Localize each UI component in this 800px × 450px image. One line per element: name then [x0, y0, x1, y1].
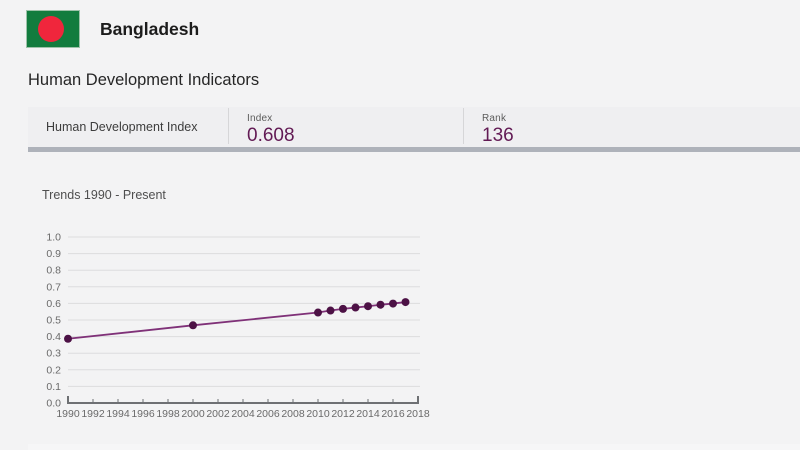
hdi-trend-chart: 0.0 0.1 0.2 0.3 0.4 0.5 0.6 0.7 0.8 0.9 1.0 1990 199…	[30, 225, 440, 430]
x-axis-tick-label: 1998	[156, 408, 180, 420]
data-point[interactable]: 2016: 0.599	[389, 299, 397, 308]
x-axis-tick-label: 1996	[131, 408, 155, 420]
index-label: Index	[247, 113, 273, 124]
y-axis-tick-label: 0.0	[46, 398, 61, 410]
y-axis-tick-label: 0.3	[46, 348, 61, 360]
page-title: Human Development Indicators	[28, 71, 260, 89]
y-axis-tick-label: 1.0	[46, 232, 61, 244]
indicator-name: Human Development Index	[46, 120, 198, 134]
x-axis-tick-label: 2016	[381, 408, 405, 420]
x-axis-tick-label: 2018	[406, 408, 430, 420]
y-axis-tick-label: 0.2	[46, 364, 61, 376]
data-point[interactable]: 2012: 0.567	[339, 304, 347, 313]
trends-chart-title: Trends 1990 - Present	[42, 188, 166, 202]
x-axis-tick-label: 2002	[206, 408, 230, 420]
data-point[interactable]: 2017: 0.608	[401, 298, 410, 307]
y-axis-tick-label: 0.1	[46, 381, 61, 393]
y-axis-tick-label: 0.8	[46, 265, 61, 277]
y-axis-tick-label: 0.4	[46, 331, 61, 343]
data-point[interactable]: 2013: 0.575	[351, 303, 360, 312]
x-axis-tick-label: 1990	[56, 408, 80, 420]
flag-red-circle-icon	[38, 16, 65, 42]
data-point[interactable]: 2014: 0.583	[364, 302, 372, 311]
x-axis-tick-label: 2006	[256, 408, 280, 420]
country-title: Bangladesh	[100, 19, 200, 39]
cell-divider	[228, 108, 229, 144]
trend-line	[67, 301, 406, 340]
rank-cell: Rank 136	[464, 107, 800, 147]
data-point[interactable]: 1990: 0.387	[64, 334, 72, 343]
x-axis-tick-label: 1992	[81, 408, 105, 420]
x-axis-tick-label: 2004	[231, 408, 255, 420]
data-point[interactable]: 2000: 0.468	[189, 321, 197, 330]
rank-label: Rank	[482, 113, 507, 124]
cell-divider	[463, 108, 464, 144]
hdi-indicator-row[interactable]: Human Development Index Index 0.608 Rank…	[28, 107, 800, 152]
x-axis-tick-label: 2012	[331, 408, 355, 420]
data-point[interactable]: 2011: 0.557	[326, 306, 335, 315]
y-axis-tick-label: 0.7	[46, 281, 61, 293]
rank-value: 136	[482, 125, 514, 146]
x-axis-tick-label: 2010	[306, 408, 330, 420]
bangladesh-flag	[26, 10, 80, 48]
data-point[interactable]: 2010: 0.545	[314, 308, 322, 317]
x-axis-tick-label: 1994	[106, 408, 130, 420]
index-cell: Index 0.608	[229, 107, 463, 147]
x-axis-tick-label: 2008	[281, 408, 305, 420]
data-point[interactable]: 2015: 0.592	[376, 300, 385, 309]
x-axis-tick-label: 2014	[356, 408, 380, 420]
y-axis-tick-label: 0.5	[46, 315, 61, 327]
x-axis-tick-label: 2000	[181, 408, 205, 420]
y-axis-tick-label: 0.9	[46, 248, 61, 260]
index-value: 0.608	[247, 125, 295, 146]
y-axis-tick-label: 0.6	[46, 298, 61, 310]
next-section-edge	[28, 444, 800, 450]
